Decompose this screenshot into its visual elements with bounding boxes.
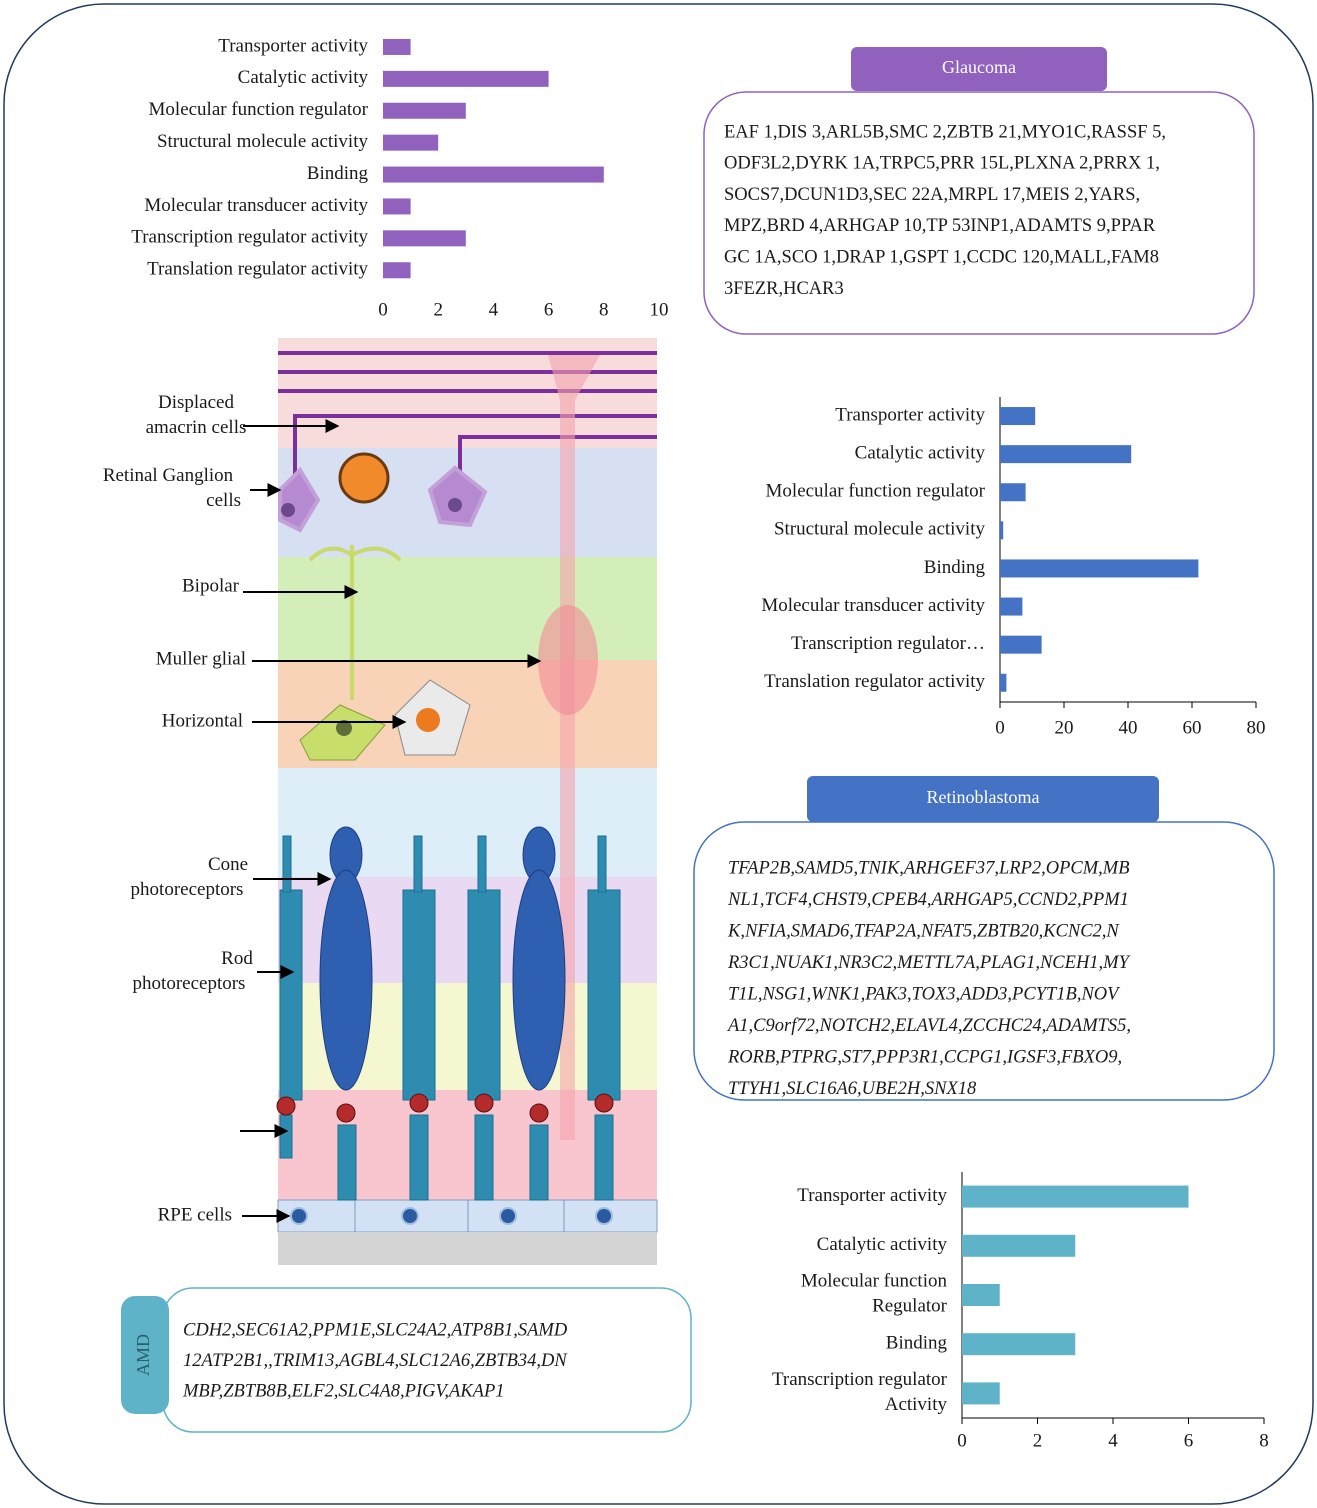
bar — [1000, 445, 1132, 464]
y-tick-label: Molecular transducer activity — [144, 195, 368, 216]
y-tick-label: Transporter activity — [835, 404, 985, 425]
x-tick-label: 0 — [378, 299, 388, 320]
retina-label: Muller glial — [156, 648, 246, 669]
y-tick-label: Molecular function regulator — [766, 481, 986, 502]
y-tick-label: Structural molecule activity — [157, 131, 369, 152]
panel-text: ODF3L2,DYRK 1A,TRPC5,PRR 15L,PLXNA 2,PRR… — [724, 154, 1160, 174]
retina-diagram — [276, 338, 658, 1265]
x-tick-label: 10 — [650, 299, 669, 320]
x-tick-label: 20 — [1055, 717, 1074, 738]
retina-label: photoreceptors — [131, 879, 244, 900]
panel-title: Glaucoma — [942, 57, 1016, 77]
bar — [1000, 635, 1042, 654]
retina-label: Bipolar — [182, 575, 240, 596]
bar — [1000, 407, 1036, 426]
x-tick-label: 2 — [1033, 1430, 1043, 1451]
y-tick-label: Binding — [924, 557, 986, 578]
bar — [962, 1234, 1076, 1257]
arrows — [240, 419, 542, 1223]
bar — [1000, 597, 1023, 616]
bar — [962, 1284, 1000, 1306]
x-tick-label: 6 — [1184, 1430, 1194, 1451]
bar — [962, 1382, 1000, 1405]
panel-tab — [121, 1296, 169, 1414]
y-tick-label: Catalytic activity — [238, 67, 369, 88]
panel-text: MPZ,BRD 4,ARHGAP 10,TP 53INP1,ADAMTS 9,P… — [724, 216, 1156, 236]
panel-title: AMD — [133, 1334, 153, 1376]
panel-text: CDH2,SEC61A2,PPM1E,SLC24A2,ATP8B1,SAMD — [183, 1320, 568, 1340]
bar — [1000, 521, 1004, 540]
bar — [383, 38, 411, 55]
x-tick-label: 4 — [489, 299, 499, 320]
panel-text: R3C1,NUAK1,NR3C2,METTL7A,PLAG1,NCEH1,MY — [727, 953, 1131, 973]
panel-text: EAF 1,DIS 3,ARL5B,SMC 2,ZBTB 21,MYO1C,RA… — [724, 122, 1166, 142]
y-tick-label: Binding — [886, 1333, 948, 1354]
y-tick-label: Transporter activity — [797, 1185, 947, 1206]
panel-text: RORB,PTPRG,ST7,PPP3R1,CCPG1,IGSF3,FBXO9, — [727, 1047, 1122, 1067]
panel-text: MBP,ZBTB8B,ELF2,SLC4A8,PIGV,AKAP1 — [182, 1381, 505, 1401]
panel-title: Retinoblastoma — [927, 787, 1040, 807]
bar — [962, 1333, 1076, 1356]
y-tick-label: Catalytic activity — [817, 1234, 948, 1255]
x-tick-label: 60 — [1183, 717, 1202, 738]
x-tick-label: 80 — [1247, 717, 1266, 738]
y-tick-label: Molecular function Regulator — [801, 1271, 948, 1317]
y-tick-label: Translation regulator activity — [764, 671, 985, 692]
y-tick-label: Molecular transducer activity — [761, 595, 985, 616]
retina-label: Retinal Ganglion — [103, 465, 234, 486]
y-tick-label: Transcription regulator… — [791, 633, 985, 654]
panel-text: NL1,TCF4,CHST9,CPEB4,ARHGAP5,CCND2,PPM1 — [727, 890, 1129, 910]
panel-header — [851, 47, 1107, 91]
panel-text: A1,C9orf72,NOTCH2,ELAVL4,ZCCHC24,ADAMTS5… — [726, 1016, 1131, 1036]
x-tick-label: 0 — [995, 717, 1005, 738]
panel-text: K,NFIA,SMAD6,TFAP2A,NFAT5,ZBTB20,KCNC2,N — [727, 921, 1120, 941]
bar — [962, 1185, 1189, 1208]
panel-text: 3FEZR,HCAR3 — [724, 279, 844, 299]
retina-label: RPE cells — [158, 1204, 232, 1225]
panel-text: TTYH1,SLC16A6,UBE2H,SNX18 — [728, 1079, 977, 1099]
retina-label: Cone — [208, 854, 248, 875]
bar — [383, 198, 411, 215]
y-tick-label: Binding — [307, 163, 369, 184]
panel-text: GC 1A,SCO 1,DRAP 1,GSPT 1,CCDC 120,MALL,… — [724, 247, 1159, 267]
y-tick-label: Catalytic activity — [855, 443, 986, 464]
retina-label: cells — [206, 490, 241, 511]
y-tick-label: Translation regulator activity — [147, 259, 368, 280]
retina-label: photoreceptors — [133, 973, 246, 994]
bar — [383, 230, 466, 247]
x-tick-label: 8 — [1259, 1430, 1269, 1451]
y-tick-label: Structural molecule activity — [774, 519, 986, 540]
panel-text: T1L,NSG1,WNK1,PAK3,TOX3,ADD3,PCYT1B,NOV — [728, 984, 1121, 1004]
bar — [1000, 559, 1199, 578]
bar — [1000, 483, 1026, 502]
bar — [383, 166, 604, 183]
bar — [383, 134, 439, 151]
frame — [3, 3, 1314, 1505]
panel-text: TFAP2B,SAMD5,TNIK,ARHGEF37,LRP2,OPCM,MB — [728, 858, 1130, 878]
x-tick-label: 6 — [544, 299, 554, 320]
x-tick-label: 2 — [433, 299, 443, 320]
y-tick-label: Transcription regulator Activity — [772, 1369, 948, 1415]
y-tick-label: Transporter activity — [218, 35, 368, 56]
retina-label: amacrin cells — [146, 417, 247, 438]
retina-label: Horizontal — [162, 710, 243, 731]
x-tick-label: 8 — [599, 299, 609, 320]
bar — [383, 262, 411, 279]
x-tick-label: 40 — [1119, 717, 1138, 738]
panel-header — [807, 776, 1159, 822]
bar — [383, 70, 549, 87]
panel-text: 12ATP2B1,,TRIM13,AGBL4,SLC12A6,ZBTB34,DN — [183, 1351, 568, 1371]
retina-label: Rod — [221, 948, 253, 969]
panel-box — [703, 91, 1255, 335]
x-tick-label: 0 — [957, 1430, 967, 1451]
retina-label: Displaced — [158, 392, 234, 413]
y-tick-label: Transcription regulator activity — [131, 227, 368, 248]
panel-text: SOCS7,DCUN1D3,SEC 22A,MRPL 17,MEIS 2,YAR… — [724, 185, 1140, 205]
panel-box — [693, 821, 1275, 1101]
x-tick-label: 4 — [1108, 1430, 1118, 1451]
bar — [383, 102, 466, 119]
bar — [1000, 673, 1007, 692]
y-tick-label: Molecular function regulator — [149, 99, 369, 120]
